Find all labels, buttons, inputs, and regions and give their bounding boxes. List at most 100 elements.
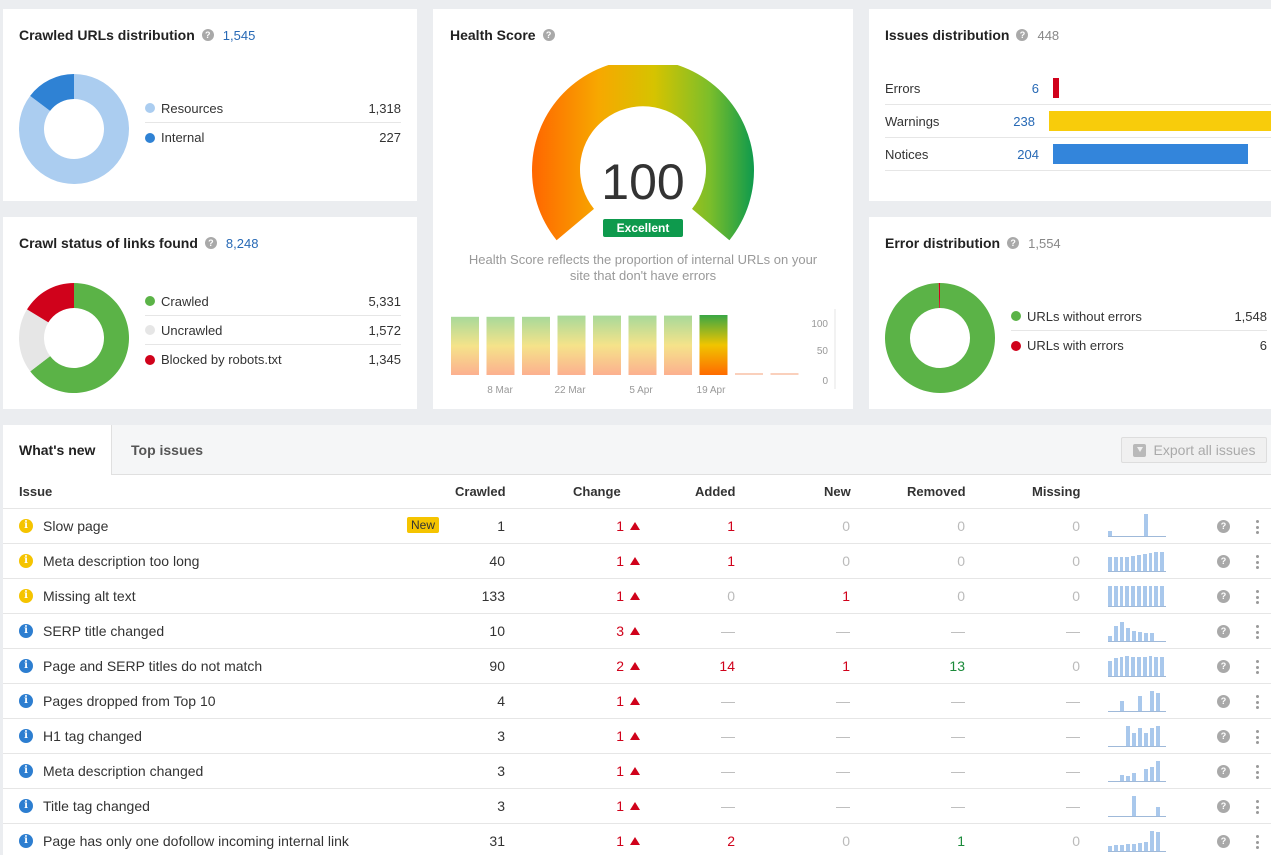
- crawled-urls-slice-1[interactable]: [30, 74, 75, 111]
- change-cell[interactable]: 1: [616, 728, 640, 744]
- added-cell[interactable]: 1: [727, 518, 735, 534]
- help-icon[interactable]: ?: [1217, 660, 1230, 673]
- more-options-icon[interactable]: [1256, 660, 1259, 674]
- issue-type-count[interactable]: 238: [1013, 113, 1035, 129]
- help-icon[interactable]: ?: [1217, 800, 1230, 813]
- error-distribution-slice-0[interactable]: [885, 283, 995, 393]
- help-icon[interactable]: ?: [1217, 590, 1230, 603]
- col-issue[interactable]: Issue: [19, 484, 53, 499]
- crawl-status-legend-item[interactable]: Blocked by robots.txt 1,345: [145, 345, 401, 374]
- table-row[interactable]: i Meta description changed 3 1 — — — —?: [3, 754, 1271, 789]
- more-options-icon[interactable]: [1256, 835, 1259, 849]
- crawled-cell[interactable]: 31: [489, 833, 505, 849]
- added-cell[interactable]: 1: [727, 553, 735, 569]
- health-history-bar[interactable]: [699, 315, 728, 375]
- removed-cell[interactable]: 13: [949, 658, 965, 674]
- crawled-cell[interactable]: 3: [497, 763, 505, 779]
- col-change[interactable]: Change: [573, 484, 621, 499]
- more-options-icon[interactable]: [1256, 800, 1259, 814]
- crawled-urls-total[interactable]: 1,545: [222, 27, 256, 43]
- health-history-bar[interactable]: [557, 315, 586, 375]
- help-icon[interactable]: ?: [1217, 835, 1230, 848]
- crawl-status-slice-2[interactable]: [27, 283, 74, 323]
- change-cell[interactable]: 1: [616, 553, 640, 569]
- col-removed[interactable]: Removed: [907, 484, 966, 499]
- crawled-cell[interactable]: 4: [497, 693, 505, 709]
- crawled-cell[interactable]: 1: [497, 518, 505, 534]
- crawled-cell[interactable]: 3: [497, 798, 505, 814]
- health-history-bar[interactable]: [628, 315, 657, 375]
- error-distribution-slice-1[interactable]: [938, 283, 940, 309]
- tab-top-issues[interactable]: Top issues: [131, 442, 204, 458]
- crawled-urls-slice-0[interactable]: [19, 74, 129, 184]
- table-row[interactable]: i Title tag changed 3 1 — — — —?: [3, 789, 1271, 824]
- help-icon[interactable]: ?: [204, 237, 217, 249]
- table-row[interactable]: i Meta description too long 40 1 1 0 0 0?: [3, 544, 1271, 579]
- change-cell[interactable]: 3: [616, 623, 640, 639]
- table-row[interactable]: i Slow page New 1 1 1 0 0 0?: [3, 509, 1271, 544]
- crawled-urls-legend-item[interactable]: Resources 1,318: [145, 94, 401, 123]
- crawl-status-slice-0[interactable]: [30, 283, 129, 393]
- crawled-cell[interactable]: 10: [489, 623, 505, 639]
- issue-name[interactable]: Slow page: [43, 518, 109, 534]
- export-all-issues-button[interactable]: Export all issues: [1121, 437, 1267, 463]
- issue-type-row[interactable]: Errors 6: [885, 72, 1271, 105]
- crawled-cell[interactable]: 40: [489, 553, 505, 569]
- col-added[interactable]: Added: [695, 484, 736, 499]
- help-icon[interactable]: ?: [1217, 555, 1230, 568]
- more-options-icon[interactable]: [1256, 590, 1259, 604]
- issue-name[interactable]: Missing alt text: [43, 588, 136, 604]
- table-row[interactable]: i Page has only one dofollow incoming int…: [3, 824, 1271, 855]
- help-icon[interactable]: ?: [542, 29, 555, 41]
- issue-name[interactable]: Page has only one dofollow incoming inte…: [43, 833, 349, 849]
- added-cell[interactable]: 14: [719, 658, 735, 674]
- crawl-status-legend-item[interactable]: Crawled 5,331: [145, 287, 401, 316]
- help-icon[interactable]: ?: [201, 29, 214, 41]
- issue-name[interactable]: Pages dropped from Top 10: [43, 693, 216, 709]
- more-options-icon[interactable]: [1256, 555, 1259, 569]
- health-history-bar[interactable]: [664, 315, 692, 375]
- added-cell[interactable]: 2: [727, 833, 735, 849]
- col-missing[interactable]: Missing: [1032, 484, 1081, 499]
- table-row[interactable]: i Pages dropped from Top 10 4 1 — — — —?: [3, 684, 1271, 719]
- help-icon[interactable]: ?: [1217, 730, 1230, 743]
- help-icon[interactable]: ?: [1016, 29, 1029, 41]
- more-options-icon[interactable]: [1256, 625, 1259, 639]
- issue-type-row[interactable]: Warnings 238: [885, 105, 1271, 138]
- crawled-urls-legend-item[interactable]: Internal 227: [145, 123, 401, 152]
- more-options-icon[interactable]: [1256, 520, 1259, 534]
- change-cell[interactable]: 1: [616, 518, 640, 534]
- error-distribution-legend-item[interactable]: URLs without errors 1,548: [1011, 302, 1267, 331]
- help-icon[interactable]: ?: [1217, 765, 1230, 778]
- col-new[interactable]: New: [824, 484, 851, 499]
- table-row[interactable]: i SERP title changed 10 3 — — — —?: [3, 614, 1271, 649]
- change-cell[interactable]: 1: [616, 693, 640, 709]
- crawl-status-total[interactable]: 8,248: [225, 235, 259, 251]
- table-row[interactable]: i Missing alt text 133 1 0 1 0 0?: [3, 579, 1271, 614]
- help-icon[interactable]: ?: [1217, 625, 1230, 638]
- crawl-status-slice-1[interactable]: [19, 309, 51, 372]
- new-cell[interactable]: 1: [842, 658, 850, 674]
- crawled-cell[interactable]: 133: [481, 588, 505, 604]
- crawled-cell[interactable]: 90: [489, 658, 505, 674]
- health-history-bar[interactable]: [522, 316, 550, 375]
- crawl-status-legend-item[interactable]: Uncrawled 1,572: [145, 316, 401, 345]
- issue-name[interactable]: Meta description changed: [43, 763, 204, 779]
- issue-type-count[interactable]: 204: [1017, 146, 1039, 162]
- issue-name[interactable]: Meta description too long: [43, 553, 200, 569]
- issue-name[interactable]: Page and SERP titles do not match: [43, 658, 263, 674]
- change-cell[interactable]: 1: [616, 588, 640, 604]
- change-cell[interactable]: 1: [616, 763, 640, 779]
- more-options-icon[interactable]: [1256, 695, 1259, 709]
- health-history-bar[interactable]: [451, 316, 479, 375]
- more-options-icon[interactable]: [1256, 730, 1259, 744]
- help-icon[interactable]: ?: [1217, 695, 1230, 708]
- issue-type-row[interactable]: Notices 204: [885, 138, 1271, 171]
- help-icon[interactable]: ?: [1217, 520, 1230, 533]
- health-history-bar[interactable]: [486, 316, 515, 375]
- health-history-bar[interactable]: [593, 315, 621, 375]
- change-cell[interactable]: 2: [616, 658, 640, 674]
- issue-name[interactable]: SERP title changed: [43, 623, 165, 639]
- table-row[interactable]: i Page and SERP titles do not match 90 2 14 1…: [3, 649, 1271, 684]
- col-crawled[interactable]: Crawled: [455, 484, 506, 499]
